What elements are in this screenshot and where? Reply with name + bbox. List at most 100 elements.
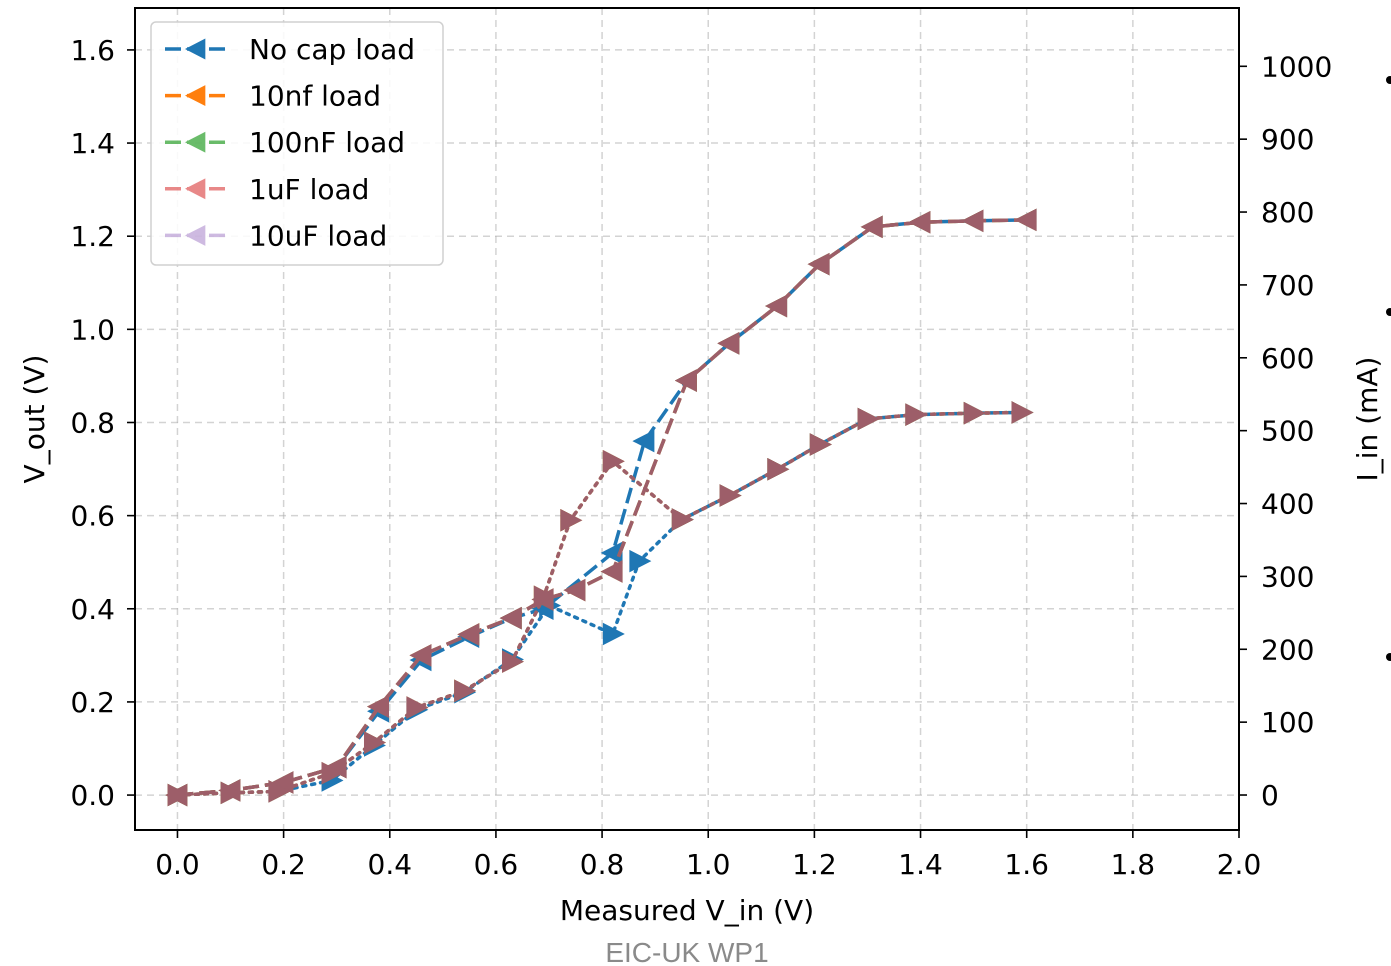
x-tick-label: 0.8 [580, 848, 625, 881]
y2-tick-label: 700 [1261, 269, 1314, 302]
y-axis-title: V_out (V) [18, 355, 51, 484]
iin-point [1011, 401, 1034, 424]
iin-point [321, 761, 344, 785]
legend-marker [185, 38, 206, 60]
vout-point [717, 332, 740, 355]
edge-dot [1386, 76, 1391, 84]
ticks: 0.0 0.2 0.4 0.6 0.8 1.0 1.2 1.4 1.6 1.8 2.0 0.0 0.2 0… [70, 34, 1332, 881]
series-1uf-load [165, 208, 1037, 807]
iin-point [857, 407, 880, 431]
vout-point [600, 560, 623, 583]
iin-point [719, 484, 742, 507]
vout-point [600, 541, 623, 565]
x-tick-label: 0.6 [474, 848, 519, 881]
edge-dot [1386, 653, 1391, 661]
y-tick-label: 1.4 [70, 127, 115, 160]
y-tick-label: 0.2 [70, 686, 115, 719]
vout-point [961, 209, 984, 233]
iin-point [363, 731, 386, 754]
vout-point [908, 210, 931, 234]
vout-point [531, 588, 554, 611]
legend: No cap load 10nf load 100nF load 1uF load 10… [150, 21, 444, 266]
legend-swatch [165, 224, 228, 246]
iin-point [167, 783, 190, 807]
iin-point [671, 508, 694, 531]
y2-tick-label: 1000 [1261, 50, 1332, 83]
vout-point [1014, 208, 1037, 232]
vout-point [409, 644, 432, 667]
iin-point [602, 449, 625, 473]
y2-tick-label: 600 [1261, 342, 1314, 375]
vout-point [457, 623, 480, 646]
vout-point [632, 429, 655, 453]
iin-point [406, 696, 429, 719]
y-tick-label: 1.0 [70, 313, 115, 346]
plot-frame [134, 7, 1240, 831]
vout-point [961, 209, 984, 233]
iin-point [602, 449, 625, 473]
legend-swatch [165, 178, 228, 200]
vout-point [765, 294, 788, 318]
x-tick-label: 2.0 [1217, 848, 1262, 881]
iin-point [905, 403, 928, 426]
iin-point [719, 484, 742, 507]
y2-tick-label: 0 [1261, 779, 1279, 812]
edge-marks [1386, 76, 1391, 661]
vout-point [674, 369, 697, 392]
y2-tick-label: 500 [1261, 415, 1314, 448]
iin-point [560, 509, 583, 532]
iin-point [963, 401, 986, 425]
y2-axis-title: I_in (mA) [1351, 357, 1384, 482]
y2-tick-label: 800 [1261, 196, 1314, 229]
y2-tick-label: 400 [1261, 488, 1314, 521]
vout-point [165, 783, 188, 807]
vout-point [271, 771, 294, 794]
legend-label: 1uF load [249, 173, 369, 206]
legend-marker [185, 178, 206, 200]
x-tick-label: 0.0 [155, 848, 200, 881]
legend-marker [185, 224, 206, 246]
iin-point [220, 781, 243, 805]
x-tick-label: 1.2 [792, 848, 837, 881]
iin-point [767, 458, 790, 481]
iin-point [671, 508, 694, 531]
y2-tick-label: 100 [1261, 706, 1314, 739]
vout-point [218, 779, 241, 802]
iin-point [167, 783, 190, 807]
y-tick-label: 0.4 [70, 593, 115, 626]
vout-point [563, 578, 586, 602]
vout-line [177, 218, 1027, 797]
legend-label: 10uF load [249, 219, 387, 252]
y-tick-label: 0.0 [70, 779, 115, 812]
legend-label: No cap load [249, 33, 415, 66]
legend-swatch [165, 38, 228, 60]
iin-point [454, 679, 477, 703]
y2-tick-label: 900 [1261, 123, 1314, 156]
iin-point [501, 650, 524, 673]
vout-point [457, 623, 480, 646]
iin-point [533, 585, 556, 609]
iin-point [268, 780, 291, 803]
legend-box [150, 21, 444, 266]
iin-point [363, 731, 386, 754]
iin-point [629, 549, 652, 573]
iin-point [809, 433, 832, 456]
y-tick-label: 0.8 [70, 406, 115, 439]
iin-point [602, 622, 625, 646]
iin-point [560, 509, 583, 532]
vout-point [717, 332, 740, 355]
y2-tick-label: 300 [1261, 560, 1314, 593]
legend-swatch [165, 131, 228, 153]
vout-point [807, 252, 830, 276]
footer-watermark: EIC-UK WP1 [605, 937, 768, 966]
vout-point [908, 210, 931, 234]
vout-point [499, 606, 522, 630]
vout-point [600, 560, 623, 583]
x-tick-label: 0.2 [261, 848, 306, 881]
vout-point [324, 755, 347, 779]
x-tick-label: 1.0 [686, 848, 731, 881]
iin-point [1011, 401, 1034, 424]
x-tick-label: 1.8 [1111, 848, 1156, 881]
iin-point [220, 781, 243, 805]
series-layer [165, 208, 1037, 807]
